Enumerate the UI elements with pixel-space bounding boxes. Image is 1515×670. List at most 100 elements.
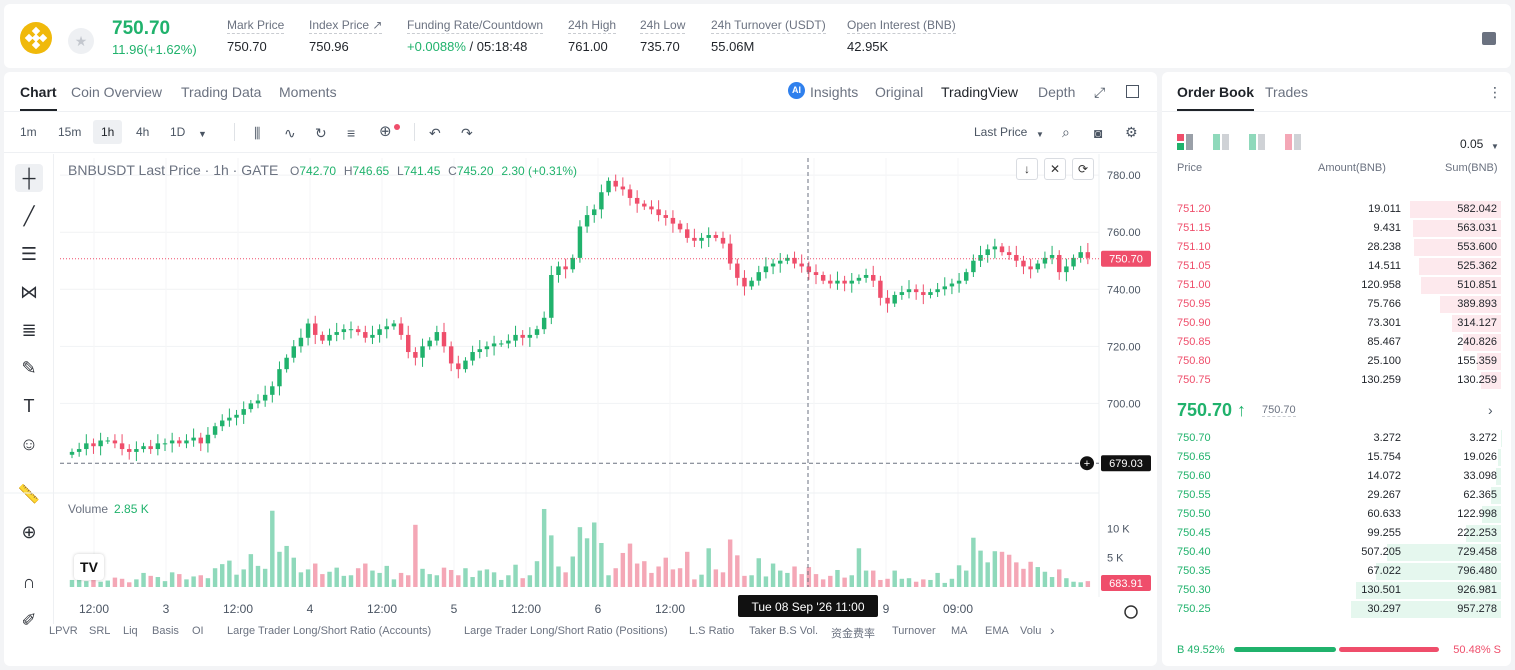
indicator-3[interactable]: Basis — [152, 625, 179, 637]
tab-trades[interactable]: Trades — [1265, 84, 1309, 100]
magnet-icon[interactable]: ∩ — [22, 572, 36, 592]
orderbook-row[interactable]: 750.50 60.633 122.998 — [1162, 505, 1511, 524]
orderbook-row[interactable]: 750.60 14.072 33.098 — [1162, 467, 1511, 486]
tab-tradingview[interactable]: TradingView — [941, 84, 1019, 100]
indicator-11[interactable]: MA — [951, 625, 968, 637]
interval-1h[interactable]: 1h — [93, 120, 123, 144]
add-indicator-icon[interactable]: ⊕ — [379, 123, 392, 140]
scroll-down-icon[interactable]: ↓ — [1016, 158, 1038, 180]
stat-24h-turnover[interactable]: 24h Turnover (USDT) 55.06M — [711, 18, 826, 54]
indicators-icon[interactable]: ∿ — [284, 125, 296, 141]
orderbook-row[interactable]: 751.10 28.238 553.600 — [1162, 238, 1511, 257]
replay-icon[interactable]: ↻ — [315, 125, 327, 141]
indicator-scroll-right-icon[interactable]: › — [1050, 622, 1055, 638]
orderbook-row[interactable]: 750.25 30.297 957.278 — [1162, 600, 1511, 619]
indicator-8[interactable]: Taker B.S Vol. — [749, 625, 819, 637]
orderbook-row[interactable]: 750.75 130.259 130.259 — [1162, 371, 1511, 390]
tab-orderbook[interactable]: Order Book — [1177, 84, 1255, 111]
camera-icon[interactable]: ◙ — [1094, 125, 1103, 141]
undo-icon[interactable]: ↶ — [429, 125, 441, 141]
orderbook-row[interactable]: 750.90 73.301 314.127 — [1162, 314, 1511, 333]
stat-open-interest[interactable]: Open Interest (BNB) 42.95K — [847, 18, 956, 54]
indicator-5[interactable]: Large Trader Long/Short Ratio (Accounts) — [227, 625, 432, 637]
tab-original[interactable]: Original — [875, 84, 924, 100]
orderbook-row[interactable]: 750.30 130.501 926.981 — [1162, 581, 1511, 600]
search-icon[interactable]: ⌕ — [1062, 124, 1070, 140]
candlestick-chart[interactable]: 780.00 760.00 740.00 720.00 700.00 10 K 5 K 12… — [4, 154, 1157, 624]
brush-icon[interactable]: ✎ — [21, 358, 37, 378]
stat-mark-price[interactable]: Mark Price 750.70 — [227, 18, 285, 54]
indicator-12[interactable]: EMA — [985, 625, 1009, 637]
ruler-icon[interactable]: 📏 — [17, 484, 41, 504]
zoom-in-icon[interactable]: ⊕ — [21, 522, 37, 542]
orderbook-row[interactable]: 751.05 14.511 525.362 — [1162, 257, 1511, 276]
orderbook-row[interactable]: 750.70 3.272 3.272 — [1162, 429, 1511, 448]
row-amount: 73.301 — [1367, 317, 1401, 329]
indicator-0[interactable]: LPVR — [49, 625, 78, 637]
interval-dropdown-icon[interactable]: ▼ — [198, 129, 207, 139]
parallel-lines-icon[interactable]: ☰ — [20, 244, 38, 264]
volume-bar — [634, 563, 640, 587]
emoji-icon[interactable]: ☺ — [19, 434, 39, 454]
orderbook-row[interactable]: 750.65 15.754 19.026 — [1162, 448, 1511, 467]
interval-1m[interactable]: 1m — [20, 125, 37, 139]
expand-icon[interactable]: ⤢ — [1094, 84, 1106, 100]
candle-type-icon[interactable]: ⫼ — [254, 125, 261, 141]
volume-bar — [441, 567, 447, 587]
more-vertical-icon[interactable]: ⋮ — [1488, 84, 1502, 100]
indicator-7[interactable]: L.S Ratio — [689, 625, 735, 637]
interval-15m[interactable]: 15m — [58, 125, 82, 139]
favorite-star-icon[interactable]: ★ — [68, 28, 94, 54]
template-icon[interactable]: ≡ — [347, 125, 356, 141]
settings-gear-icon[interactable]: ⚙ — [1125, 124, 1138, 140]
stat-index-price[interactable]: Index Price ↗ 750.96 — [309, 18, 383, 54]
trend-line-icon[interactable]: ╱ — [23, 206, 35, 226]
fib-tool-icon[interactable]: ≣ — [21, 320, 37, 340]
orderbook-row[interactable]: 750.95 75.766 389.893 — [1162, 295, 1511, 314]
orderbook-row[interactable]: 750.55 29.267 62.365 — [1162, 486, 1511, 505]
price-type-select[interactable]: Last Price — [974, 125, 1028, 139]
orderbook-view-toggles[interactable] — [1177, 134, 1317, 154]
ai-insights-icon[interactable]: AI — [788, 82, 805, 99]
orderbook-row[interactable]: 750.40 507.205 729.458 — [1162, 543, 1511, 562]
indicator-13[interactable]: Volu — [1020, 625, 1042, 637]
orderbook-row[interactable]: 750.45 99.255 222.253 — [1162, 524, 1511, 543]
orderbook-row[interactable]: 751.00 120.958 510.851 — [1162, 276, 1511, 295]
interval-4h[interactable]: 4h — [136, 125, 150, 139]
indicator-4[interactable]: OI — [192, 625, 204, 637]
stat-funding-rate[interactable]: Funding Rate/Countdown +0.0088% / 05:18:4… — [407, 18, 544, 54]
chevron-right-icon[interactable]: › — [1488, 402, 1493, 418]
book-icon[interactable] — [1482, 32, 1496, 45]
indicator-2[interactable]: Liq — [123, 625, 138, 637]
reset-icon[interactable]: ⟳ — [1072, 158, 1094, 180]
orderbook-row[interactable]: 751.20 19.011 582.042 — [1162, 200, 1511, 219]
candle-body — [1085, 252, 1091, 258]
tab-insights[interactable]: Insights — [810, 84, 859, 100]
indicator-10[interactable]: Turnover — [892, 625, 936, 637]
tab-chart[interactable]: Chart — [20, 84, 57, 111]
window-icon[interactable] — [1126, 85, 1139, 98]
collapse-icon[interactable]: ✕ — [1044, 158, 1066, 180]
tab-depth[interactable]: Depth — [1038, 84, 1076, 100]
tab-moments[interactable]: Moments — [279, 84, 337, 100]
tab-coin-overview[interactable]: Coin Overview — [71, 84, 163, 100]
text-tool-icon[interactable]: T — [23, 396, 35, 416]
tab-trading-data[interactable]: Trading Data — [181, 84, 262, 100]
crosshair-icon[interactable]: ┼ — [15, 164, 43, 192]
indicator-6[interactable]: Large Trader Long/Short Ratio (Positions… — [464, 625, 668, 637]
price-type-dropdown-icon[interactable]: ▼ — [1036, 130, 1044, 139]
legend-open: 742.70 — [299, 164, 337, 178]
indicator-9[interactable]: 资金费率 — [831, 628, 875, 640]
orderbook-row[interactable]: 750.35 67.022 796.480 — [1162, 562, 1511, 581]
interval-1d[interactable]: 1D — [170, 125, 186, 139]
orderbook-row[interactable]: 750.85 85.467 240.826 — [1162, 333, 1511, 352]
indicator-1[interactable]: SRL — [89, 625, 111, 637]
candle-body — [205, 434, 211, 444]
orderbook-row[interactable]: 750.80 25.100 155.359 — [1162, 352, 1511, 371]
pattern-tool-icon[interactable]: ⋈ — [20, 282, 38, 302]
orderbook-row[interactable]: 751.15 9.431 563.031 — [1162, 219, 1511, 238]
redo-icon[interactable]: ↷ — [461, 125, 473, 141]
precision-dropdown-icon[interactable]: ▼ — [1491, 142, 1499, 151]
pencil-lock-icon[interactable]: ✐ — [21, 610, 37, 630]
precision-select[interactable]: 0.05 — [1460, 137, 1484, 151]
